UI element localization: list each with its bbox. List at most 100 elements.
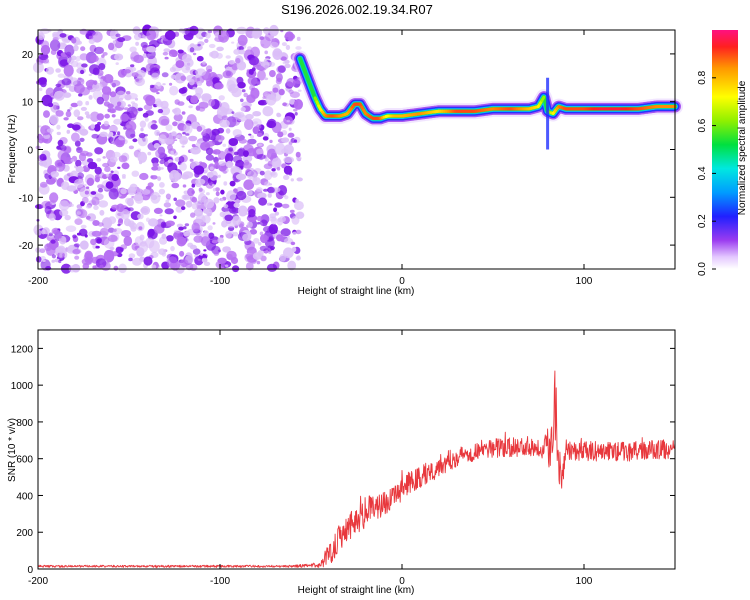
noise-speckle (225, 55, 231, 59)
noise-speckle (90, 238, 97, 246)
noise-speckle (258, 100, 265, 106)
y-tick-label: -20 (19, 241, 34, 252)
noise-speckle (79, 137, 85, 142)
noise-speckle (198, 187, 203, 192)
noise-speckle (217, 237, 224, 244)
noise-speckle (295, 198, 299, 204)
noise-speckle (211, 184, 216, 187)
noise-speckle (159, 214, 163, 217)
noise-speckle (164, 56, 169, 60)
noise-speckle (132, 138, 138, 143)
noise-speckle (94, 174, 101, 179)
noise-speckle (188, 78, 195, 86)
noise-speckle (103, 101, 110, 107)
noise-speckle (274, 211, 280, 216)
noise-speckle (165, 193, 171, 200)
noise-speckle (45, 87, 55, 97)
noise-speckle (268, 183, 273, 186)
noise-speckle (248, 74, 252, 77)
noise-speckle (131, 170, 140, 177)
noise-speckle (123, 218, 131, 227)
noise-speckle (110, 170, 114, 174)
noise-speckle (181, 206, 186, 211)
noise-speckle (53, 229, 60, 235)
noise-speckle (270, 90, 282, 102)
noise-speckle (57, 235, 62, 239)
noise-speckle (208, 232, 215, 239)
noise-speckle (126, 106, 138, 119)
noise-speckle (289, 98, 296, 105)
noise-speckle (259, 170, 265, 176)
noise-speckle (230, 256, 239, 265)
noise-speckle (177, 49, 184, 54)
noise-speckle (74, 255, 80, 260)
noise-speckle (93, 80, 98, 85)
noise-speckle (293, 99, 303, 110)
colorbar-tick-label: 0.8 (697, 70, 708, 84)
x-tick-label: -200 (28, 576, 48, 587)
noise-speckle (212, 150, 217, 154)
noise-speckle (99, 174, 103, 177)
noise-speckle (203, 208, 210, 214)
noise-speckle (94, 147, 104, 155)
noise-speckle (84, 190, 89, 195)
noise-speckle (73, 178, 85, 188)
noise-speckle (262, 106, 274, 117)
noise-speckle (79, 87, 91, 96)
noise-speckle (262, 136, 269, 141)
y-tick-label: 200 (16, 528, 33, 539)
noise-speckle (229, 180, 236, 187)
noise-speckle (61, 181, 70, 191)
noise-speckle (101, 86, 112, 95)
noise-speckle (81, 63, 88, 68)
noise-speckle (264, 181, 271, 187)
noise-speckle (207, 179, 212, 184)
noise-speckle (162, 83, 166, 86)
noise-speckle (88, 38, 96, 45)
noise-speckle (276, 234, 284, 242)
noise-speckle (109, 156, 118, 163)
noise-speckle (257, 70, 266, 81)
noise-speckle (208, 99, 216, 107)
noise-speckle (151, 157, 159, 165)
noise-speckle (58, 200, 70, 211)
noise-speckle (193, 165, 205, 175)
noise-speckle (75, 159, 82, 167)
noise-speckle (128, 253, 136, 259)
noise-speckle (297, 89, 302, 92)
noise-speckle (159, 236, 168, 245)
noise-speckle (120, 209, 130, 220)
noise-speckle (224, 264, 229, 268)
noise-speckle (179, 135, 189, 145)
noise-speckle (91, 133, 99, 139)
noise-speckle (167, 256, 178, 269)
noise-speckle (53, 104, 58, 110)
noise-speckle (262, 226, 274, 233)
noise-speckle (92, 67, 100, 76)
noise-speckle (79, 53, 89, 61)
noise-speckle (256, 154, 266, 160)
y-tick-label: 10 (22, 98, 34, 109)
noise-speckle (111, 114, 116, 118)
noise-speckle (96, 158, 102, 162)
noise-speckle (288, 172, 292, 176)
y-tick-label: 400 (16, 491, 33, 502)
noise-speckle (121, 230, 132, 238)
noise-speckle (73, 109, 81, 118)
noise-speckle (229, 117, 241, 126)
noise-speckle (162, 51, 169, 56)
noise-speckle (173, 197, 177, 202)
noise-speckle (233, 231, 239, 237)
x-tick-label: -100 (210, 576, 230, 587)
noise-speckle (241, 89, 246, 93)
noise-speckle (175, 60, 185, 69)
noise-speckle (217, 174, 221, 178)
noise-speckle (276, 113, 282, 118)
noise-speckle (64, 44, 75, 57)
snr-x-label: Height of straight line (km) (298, 585, 415, 596)
noise-speckle (252, 252, 262, 260)
noise-speckle (196, 55, 204, 62)
noise-speckle (110, 79, 121, 87)
noise-speckle (151, 72, 160, 80)
noise-speckle (135, 41, 140, 46)
